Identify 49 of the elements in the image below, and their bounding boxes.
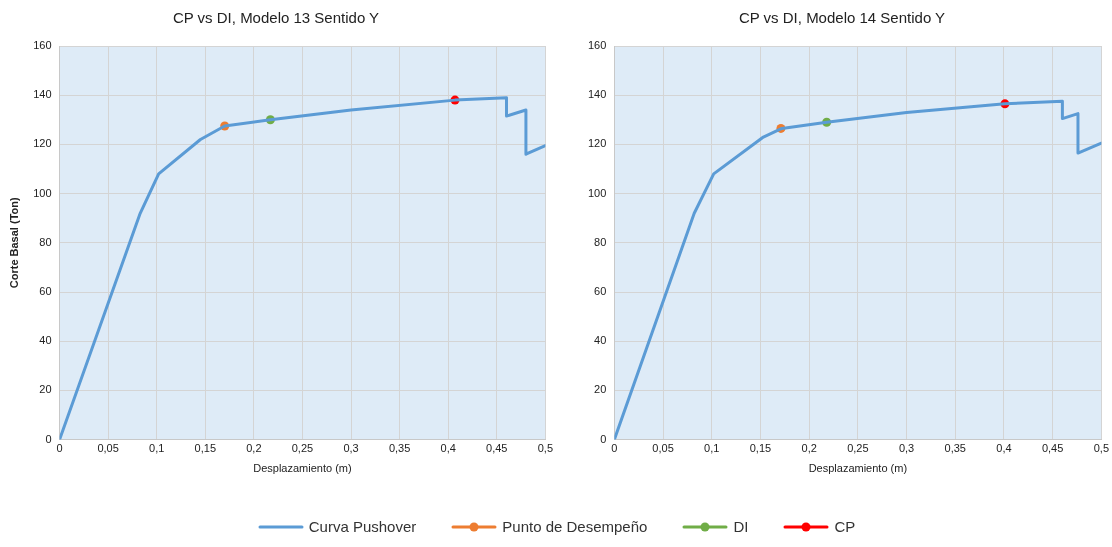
- x-tick-label: 0,2: [801, 442, 817, 455]
- x-tick-label: 0,45: [1041, 442, 1064, 455]
- x-tick-label: 0,4: [996, 442, 1012, 455]
- legend-label: Curva Pushover: [308, 518, 417, 535]
- y-tick-label: 140: [33, 88, 52, 101]
- y-axis-title: Corte Basal (Ton): [7, 197, 20, 289]
- x-axis-title: Desplazamiento (m): [808, 462, 908, 475]
- y-tick-label: 100: [587, 186, 607, 199]
- y-tick-label: 140: [587, 88, 607, 101]
- y-tick-label: 40: [594, 334, 607, 347]
- x-tick-label: 0,45: [486, 442, 508, 455]
- legend-label: Punto de Desempeño: [502, 518, 648, 535]
- y-tick-label: 60: [594, 285, 607, 298]
- chart-title: CP vs DI, Modelo 13 Sentido Y: [172, 9, 380, 27]
- y-tick-label: 160: [33, 39, 52, 52]
- y-tick-label: 120: [587, 137, 607, 150]
- chart-title: CP vs DI, Modelo 14 Sentido Y: [738, 9, 946, 27]
- y-tick-label: 120: [33, 137, 52, 150]
- x-tick-label: 0: [56, 442, 63, 455]
- y-tick-label: 0: [600, 432, 607, 445]
- x-tick-label: 0,3: [343, 442, 359, 455]
- x-tick-label: 0,2: [246, 442, 262, 455]
- x-axis-title: Desplazamiento (m): [253, 462, 352, 475]
- x-tick-label: 0,1: [149, 442, 165, 455]
- x-tick-label: 0,1: [704, 442, 720, 455]
- legend-label: CP: [834, 518, 856, 535]
- y-tick-label: 40: [39, 334, 52, 347]
- x-tick-label: 0: [611, 442, 618, 455]
- x-tick-label: 0,25: [847, 442, 869, 455]
- x-tick-label: 0,15: [194, 442, 216, 455]
- x-tick-label: 0,4: [440, 442, 456, 455]
- legend-label: DI: [733, 518, 749, 535]
- y-tick-label: 20: [39, 383, 52, 396]
- y-tick-label: 60: [39, 285, 52, 298]
- y-tick-label: 100: [33, 186, 52, 199]
- x-tick-label: 0,25: [291, 442, 314, 455]
- x-tick-label: 0,35: [388, 442, 411, 455]
- x-tick-label: 0,5: [537, 442, 553, 455]
- y-tick-label: 0: [45, 432, 52, 445]
- x-tick-label: 0,15: [749, 442, 772, 455]
- y-tick-label: 80: [594, 235, 607, 248]
- x-tick-label: 0,05: [97, 442, 119, 455]
- y-tick-label: 80: [39, 235, 52, 248]
- x-tick-label: 0,35: [944, 442, 966, 455]
- x-tick-label: 0,5: [1093, 442, 1109, 455]
- x-tick-label: 0,05: [652, 442, 674, 455]
- y-tick-label: 160: [587, 39, 607, 52]
- x-tick-label: 0,3: [898, 442, 915, 455]
- y-tick-label: 20: [594, 383, 607, 396]
